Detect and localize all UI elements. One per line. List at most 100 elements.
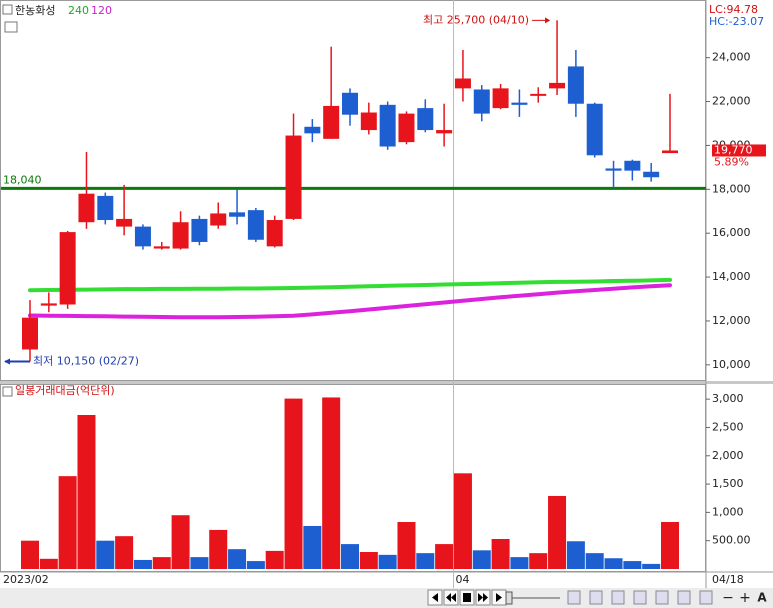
- volume-title: 일봉거래대금(억단위): [15, 383, 115, 397]
- volume-bar: [661, 522, 679, 569]
- y-tick-label: 22,000: [712, 95, 751, 108]
- legend-entry: 120: [91, 4, 112, 17]
- arrow-right: [478, 593, 483, 602]
- candle-body: [586, 103, 603, 156]
- price-tag: [712, 144, 766, 157]
- volume-bar: [416, 553, 435, 569]
- tool-icon[interactable]: [633, 590, 647, 605]
- y-tick-label: 24,000: [712, 51, 751, 64]
- volume-bar: [39, 558, 58, 569]
- volume-bar: [642, 563, 661, 569]
- volume-bar: [322, 397, 341, 569]
- grid-icon[interactable]: [4, 21, 18, 33]
- level-label: 18,040: [3, 173, 42, 186]
- candle-body: [473, 89, 490, 114]
- arrow-left: [451, 593, 456, 602]
- y-tick-label: 2,000: [712, 449, 744, 462]
- y-tick-label: 12,000: [712, 314, 751, 327]
- volume-bar: [397, 522, 416, 569]
- candle-body: [304, 126, 321, 134]
- y-tick-label: 1,000: [712, 505, 744, 518]
- volume-bar: [472, 550, 491, 569]
- volume-bar: [435, 544, 454, 569]
- volume-bar: [265, 550, 284, 569]
- candle-body: [454, 78, 471, 89]
- candle-body: [643, 171, 660, 178]
- arrow-right: [496, 593, 502, 602]
- price-tag-label: 19,770: [714, 143, 753, 156]
- tool-icon[interactable]: [699, 590, 713, 605]
- candle-body: [662, 150, 678, 154]
- y-tick-label: 1,500: [712, 477, 744, 490]
- zoom-out[interactable]: −: [722, 590, 734, 606]
- candle-body: [134, 226, 151, 247]
- volume-bar: [171, 515, 190, 569]
- candle-body: [97, 195, 114, 221]
- candle-body: [323, 105, 340, 139]
- volume-bar: [115, 536, 134, 569]
- candle-body: [511, 102, 528, 105]
- volume-bar: [21, 540, 39, 569]
- y-tick-label: 2,500: [712, 420, 744, 433]
- menu-icon[interactable]: [2, 4, 13, 15]
- menu-icon[interactable]: [2, 386, 13, 397]
- volume-bar: [453, 473, 472, 569]
- candle-body: [266, 220, 283, 247]
- stock-name: 한농화성: [15, 4, 55, 17]
- candle-body: [530, 93, 547, 96]
- volume-bar: [152, 557, 171, 569]
- volume-bar: [58, 476, 77, 569]
- candle-body: [398, 113, 415, 143]
- candle-body: [210, 213, 227, 226]
- moving-average: [28, 283, 672, 320]
- font-button[interactable]: A: [757, 591, 767, 605]
- tool-icon[interactable]: [611, 590, 625, 605]
- candle-body: [247, 210, 264, 240]
- candle-body: [40, 303, 57, 306]
- volume-bar: [284, 398, 303, 569]
- y-tick-label: 10,000: [712, 358, 751, 371]
- arrow-left: [432, 593, 438, 602]
- candle-body: [78, 193, 95, 223]
- tool-icon[interactable]: [655, 590, 669, 605]
- volume-bar: [77, 415, 96, 569]
- slider-thumb[interactable]: [505, 591, 513, 605]
- volume-bar: [246, 561, 265, 569]
- candle-body: [172, 222, 189, 249]
- annotation-arrowhead: [4, 358, 10, 365]
- volume-bar: [96, 540, 115, 569]
- annotation-arrowhead: [545, 17, 551, 24]
- y-tick-label: 3,000: [712, 392, 744, 405]
- candle-body: [360, 112, 377, 131]
- y-tick-label: 500.00: [712, 534, 751, 547]
- moving-average: [28, 277, 672, 293]
- volume-bar: [529, 553, 548, 569]
- candle-body: [116, 218, 133, 227]
- candle-body: [191, 218, 208, 242]
- volume-bar: [209, 529, 228, 569]
- volume-bar: [303, 525, 322, 569]
- arrow-right: [483, 593, 488, 602]
- scroll-controls: − + A: [427, 589, 767, 606]
- volume-bar: [378, 554, 397, 569]
- candle-body: [492, 88, 509, 109]
- volume-bar: [341, 544, 359, 569]
- volume-bar: [491, 538, 510, 569]
- candle-body: [285, 135, 302, 219]
- x-tick-label: 04: [456, 573, 470, 586]
- current-date: 04/18: [712, 573, 744, 586]
- candle-body: [22, 317, 38, 350]
- tool-icon[interactable]: [567, 590, 581, 605]
- candle-body: [605, 168, 622, 171]
- volume-bar: [566, 541, 585, 569]
- change-label: 5.89%: [714, 155, 749, 168]
- legend-entry: 240: [68, 4, 89, 17]
- zoom-in[interactable]: +: [739, 590, 751, 606]
- volume-bar: [510, 557, 529, 569]
- tool-icon[interactable]: [589, 590, 603, 605]
- panel-divider: [0, 381, 773, 384]
- tool-icon[interactable]: [677, 590, 691, 605]
- x-tick-label: 2023/02: [3, 573, 49, 586]
